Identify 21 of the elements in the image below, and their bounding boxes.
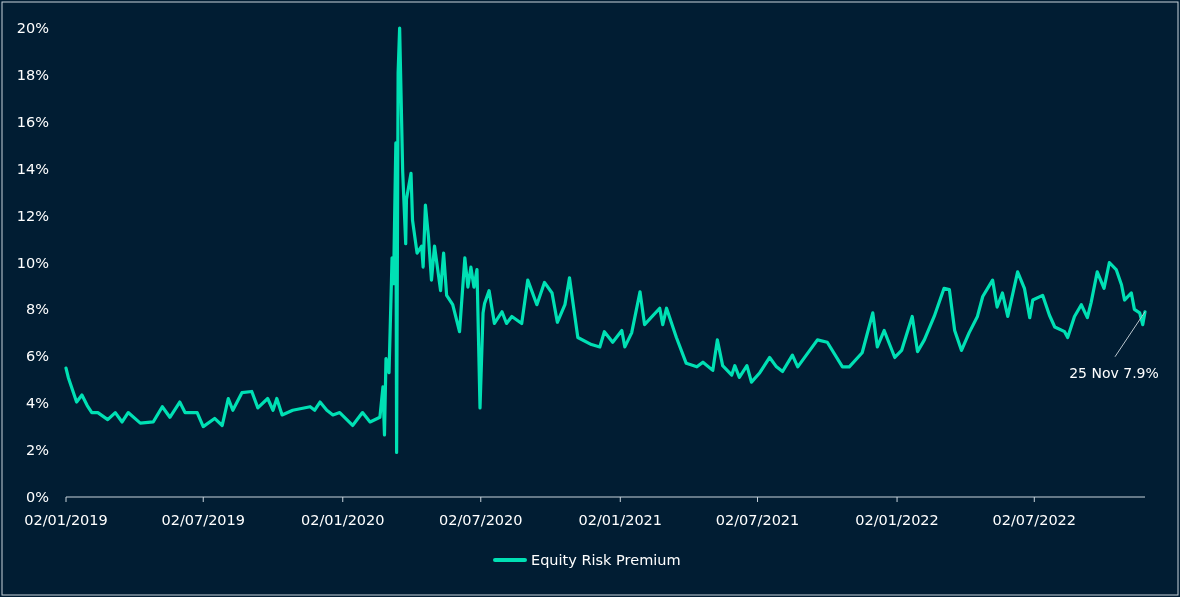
x-tick-label: 02/07/2020 (438, 512, 523, 528)
x-tick-label: 02/07/2021 (715, 512, 800, 528)
y-tick-label: 6% (25, 348, 49, 365)
x-tick-label: 02/01/2019 (24, 512, 108, 528)
y-tick-label: 18% (16, 66, 49, 83)
legend-label: Equity Risk Premium (531, 552, 681, 569)
y-tick-label: 12% (16, 207, 49, 224)
y-tick-label: 14% (16, 160, 49, 177)
y-tick-label: 16% (16, 113, 49, 130)
annotation: 25 Nov 7.9% (1069, 364, 1159, 381)
y-tick-label: 10% (16, 254, 49, 271)
y-tick-label: 0% (25, 489, 49, 506)
x-tick-label: 02/01/2021 (578, 512, 663, 528)
x-tick-label: 02/07/2019 (161, 512, 246, 528)
x-tick-label: 02/01/2022 (855, 512, 939, 528)
x-tick-label: 02/07/2022 (992, 512, 1077, 528)
y-tick-label: 8% (25, 301, 49, 318)
y-tick-label: 20% (16, 20, 49, 37)
x-tick-label: 02/01/2020 (300, 512, 385, 528)
y-tick-label: 4% (25, 395, 49, 412)
y-tick-label: 2% (25, 442, 49, 459)
